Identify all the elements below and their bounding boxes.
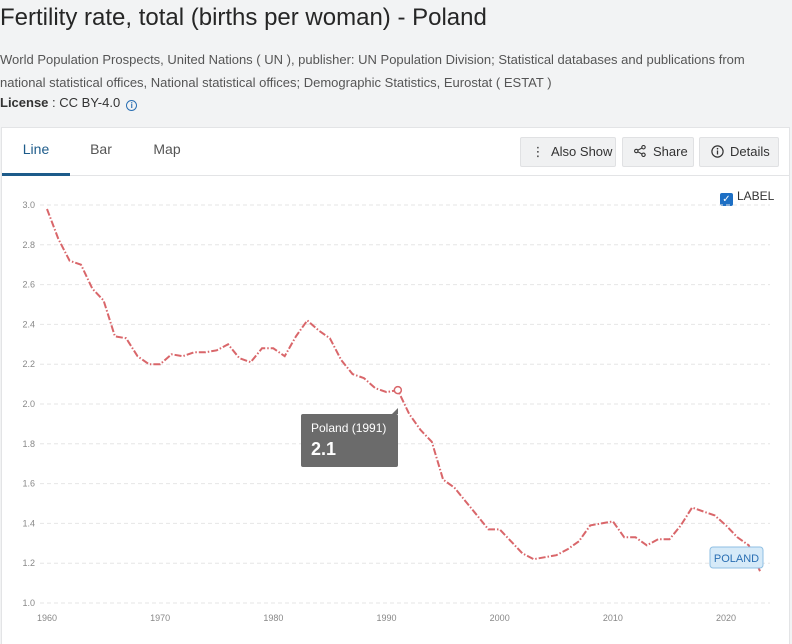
tooltip-title: Poland (1991) (311, 421, 386, 435)
more-vertical-icon: ⋮ (531, 144, 545, 159)
also-show-button[interactable]: ⋮ Also Show (520, 137, 616, 167)
series-poland (46, 208, 761, 572)
chart-tabs: Line Bar Map ⋮ Also Show Share (2, 128, 789, 176)
info-icon[interactable]: i (126, 100, 138, 111)
series-label-badge[interactable]: POLAND (709, 546, 764, 569)
info-circle-icon (710, 138, 724, 166)
y-tick-label: 1.0 (22, 598, 35, 608)
y-tick-label: 2.4 (22, 319, 35, 329)
page-title: Fertility rate, total (births per woman)… (0, 4, 487, 31)
license: License : CC BY-4.0 i (0, 95, 138, 111)
details-label: Details (730, 144, 770, 159)
x-tick-label: 2010 (603, 613, 623, 623)
share-icon (633, 138, 647, 166)
x-axis-ticks: 1960 1970 1980 1990 2000 2010 2020 (37, 613, 736, 623)
highlight-point (393, 385, 403, 395)
tab-line[interactable]: Line (2, 128, 70, 176)
license-value: : CC BY-4.0 (48, 95, 121, 110)
share-button[interactable]: Share (622, 137, 694, 167)
also-show-label: Also Show (551, 144, 613, 159)
share-label: Share (653, 144, 688, 159)
license-label: License (0, 95, 49, 110)
y-tick-label: 2.8 (22, 240, 35, 250)
y-tick-label: 1.6 (22, 479, 35, 489)
y-tick-label: 2.6 (22, 280, 35, 290)
label-toggle-text: LABEL (737, 189, 775, 203)
chart-card: Line Bar Map ⋮ Also Show Share (1, 127, 790, 644)
x-tick-label: 1970 (150, 613, 170, 623)
label-checkbox[interactable]: ✓ LABEL (720, 189, 774, 206)
x-tick-label: 2020 (716, 613, 736, 623)
series-badge-box (709, 546, 764, 569)
tooltip: Poland (1991) 2.1 (301, 408, 398, 467)
tooltip-pointer (392, 408, 398, 414)
y-tick-label: 3.0 (22, 200, 35, 210)
source-text: World Population Prospects, United Natio… (0, 52, 745, 90)
tooltip-value: 2.1 (311, 439, 336, 459)
y-tick-label: 1.4 (22, 518, 35, 528)
x-tick-label: 1960 (37, 613, 57, 623)
details-button[interactable]: Details (699, 137, 779, 167)
series-line-poland (46, 208, 761, 572)
x-tick-label: 1990 (377, 613, 397, 623)
y-axis-ticks: 1.0 1.2 1.4 1.6 1.8 2.0 2.2 2.4 2.6 2.8 3.0 (22, 200, 35, 608)
y-tick-label: 1.2 (22, 558, 35, 568)
x-tick-label: 2000 (490, 613, 510, 623)
tooltip-box (301, 414, 398, 467)
chart-markers (393, 385, 403, 395)
y-tick-label: 2.2 (22, 359, 35, 369)
tab-map[interactable]: Map (153, 141, 181, 157)
y-tick-label: 2.0 (22, 399, 35, 409)
tab-bar[interactable]: Bar (90, 141, 112, 157)
y-tick-label: 1.8 (22, 439, 35, 449)
x-tick-label: 1980 (263, 613, 283, 623)
chart-grid (40, 204, 770, 604)
checkbox-checked-icon: ✓ (720, 193, 733, 206)
series-badge-text: POLAND (714, 553, 759, 565)
